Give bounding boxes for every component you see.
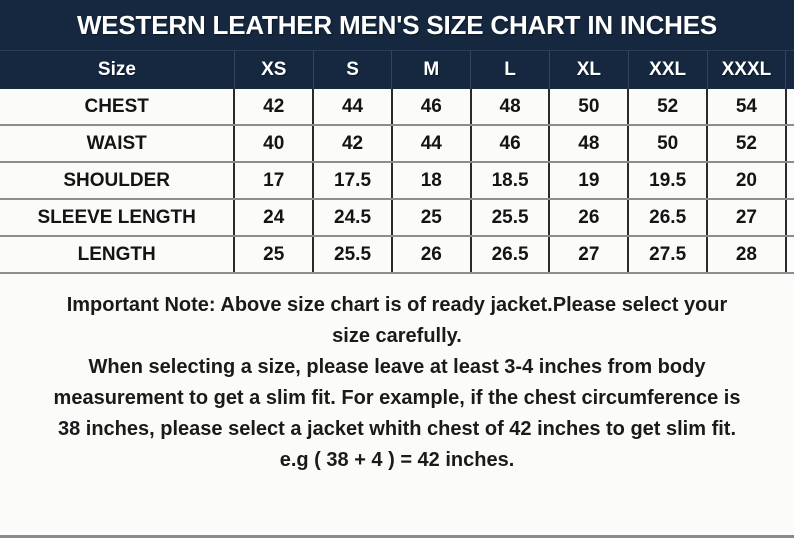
note-line-5: 38 inches, please select a jacket whith … (57, 418, 737, 440)
table-row: SLEEVE LENGTH 24 24.5 25 25.5 26 26.5 27 (0, 199, 794, 237)
note-line-3: When selecting a size, please leave at l… (88, 356, 706, 378)
table-row: CHEST 42 44 46 48 50 52 54 (0, 89, 794, 126)
chart-title-band: WESTERN LEATHER MEN'S SIZE CHART IN INCH… (0, 0, 794, 51)
cell-length-xxxl: 28 (707, 236, 787, 274)
row-edge-spacer (785, 89, 794, 126)
row-edge-spacer (785, 162, 794, 200)
table-header: Size XS S M L XL XXL XXXL (0, 51, 794, 89)
table-header-row: Size XS S M L XL XXL XXXL (0, 51, 794, 89)
table-row: LENGTH 25 25.5 26 26.5 27 27.5 28 (0, 236, 794, 274)
cell-chest-l: 48 (470, 89, 551, 126)
cell-length-l: 26.5 (470, 236, 551, 274)
column-header-m: M (391, 51, 472, 89)
page-title: WESTERN LEATHER MEN'S SIZE CHART IN INCH… (76, 9, 718, 40)
row-label-waist: WAIST (0, 125, 236, 163)
cell-waist-xs: 40 (234, 125, 315, 163)
cell-chest-xxxl: 54 (707, 89, 787, 126)
row-label-shoulder: SHOULDER (0, 162, 236, 200)
cell-waist-xxl: 50 (628, 125, 709, 163)
table-edge-spacer (785, 51, 794, 89)
note-line-1: Important Note: Above size chart is of r… (66, 294, 728, 316)
cell-length-xl: 27 (549, 236, 630, 274)
note-line-2: size carefully. (332, 325, 462, 347)
cell-chest-xs: 42 (234, 89, 315, 126)
cell-shoulder-m: 18 (391, 162, 472, 200)
row-edge-spacer (785, 199, 794, 237)
cell-waist-m: 44 (391, 125, 472, 163)
row-label-chest: CHEST (0, 89, 236, 126)
important-note-section: Important Note: Above size chart is of r… (0, 274, 794, 535)
cell-sleeve-length-s: 24.5 (313, 199, 393, 237)
cell-sleeve-length-l: 25.5 (470, 199, 551, 237)
cell-chest-s: 44 (313, 89, 393, 126)
table-row: WAIST 40 42 44 46 48 50 52 (0, 125, 794, 163)
note-line-4: measurement to get a slim fit. For examp… (53, 387, 741, 409)
cell-waist-s: 42 (313, 125, 393, 163)
cell-shoulder-xl: 19 (549, 162, 630, 200)
cell-chest-xl: 50 (549, 89, 630, 126)
row-edge-spacer (785, 125, 794, 163)
row-label-sleeve-length: SLEEVE LENGTH (0, 199, 236, 237)
note-paragraph-1: Important Note: Above size chart is of r… (22, 290, 772, 352)
cell-waist-xxxl: 52 (707, 125, 787, 163)
column-header-xxxl: XXXL (707, 51, 787, 89)
cell-waist-l: 46 (470, 125, 551, 163)
column-header-xxl: XXL (628, 51, 708, 89)
size-chart-table: Size XS S M L XL XXL XXXL CHEST 42 44 46… (0, 51, 794, 274)
note-paragraph-2: When selecting a size, please leave at l… (22, 352, 772, 476)
column-header-s: S (313, 51, 393, 89)
cell-chest-xxl: 52 (628, 89, 709, 126)
table-body: CHEST 42 44 46 48 50 52 54 WAIST 40 42 4… (0, 89, 794, 274)
cell-shoulder-l: 18.5 (470, 162, 551, 200)
note-line-6: e.g ( 38 + 4 ) = 42 inches. (279, 449, 515, 471)
cell-sleeve-length-xxxl: 27 (707, 199, 787, 237)
cell-sleeve-length-xl: 26 (549, 199, 630, 237)
cell-sleeve-length-xxl: 26.5 (628, 199, 709, 237)
cell-sleeve-length-xs: 24 (234, 199, 315, 237)
table-row: SHOULDER 17 17.5 18 18.5 19 19.5 20 (0, 162, 794, 200)
cell-length-xs: 25 (234, 236, 315, 274)
cell-length-s: 25.5 (313, 236, 393, 274)
column-header-xs: XS (234, 51, 314, 89)
cell-waist-xl: 48 (549, 125, 630, 163)
cell-length-xxl: 27.5 (628, 236, 709, 274)
row-edge-spacer (785, 236, 794, 274)
cell-shoulder-xxxl: 20 (707, 162, 787, 200)
cell-sleeve-length-m: 25 (391, 199, 472, 237)
cell-shoulder-xxl: 19.5 (628, 162, 709, 200)
row-label-length: LENGTH (0, 236, 236, 274)
column-header-l: L (470, 51, 550, 89)
column-header-size: Size (0, 51, 235, 89)
cell-chest-m: 46 (391, 89, 472, 126)
cell-shoulder-s: 17.5 (313, 162, 393, 200)
cell-shoulder-xs: 17 (234, 162, 315, 200)
column-header-xl: XL (549, 51, 629, 89)
cell-length-m: 26 (391, 236, 472, 274)
